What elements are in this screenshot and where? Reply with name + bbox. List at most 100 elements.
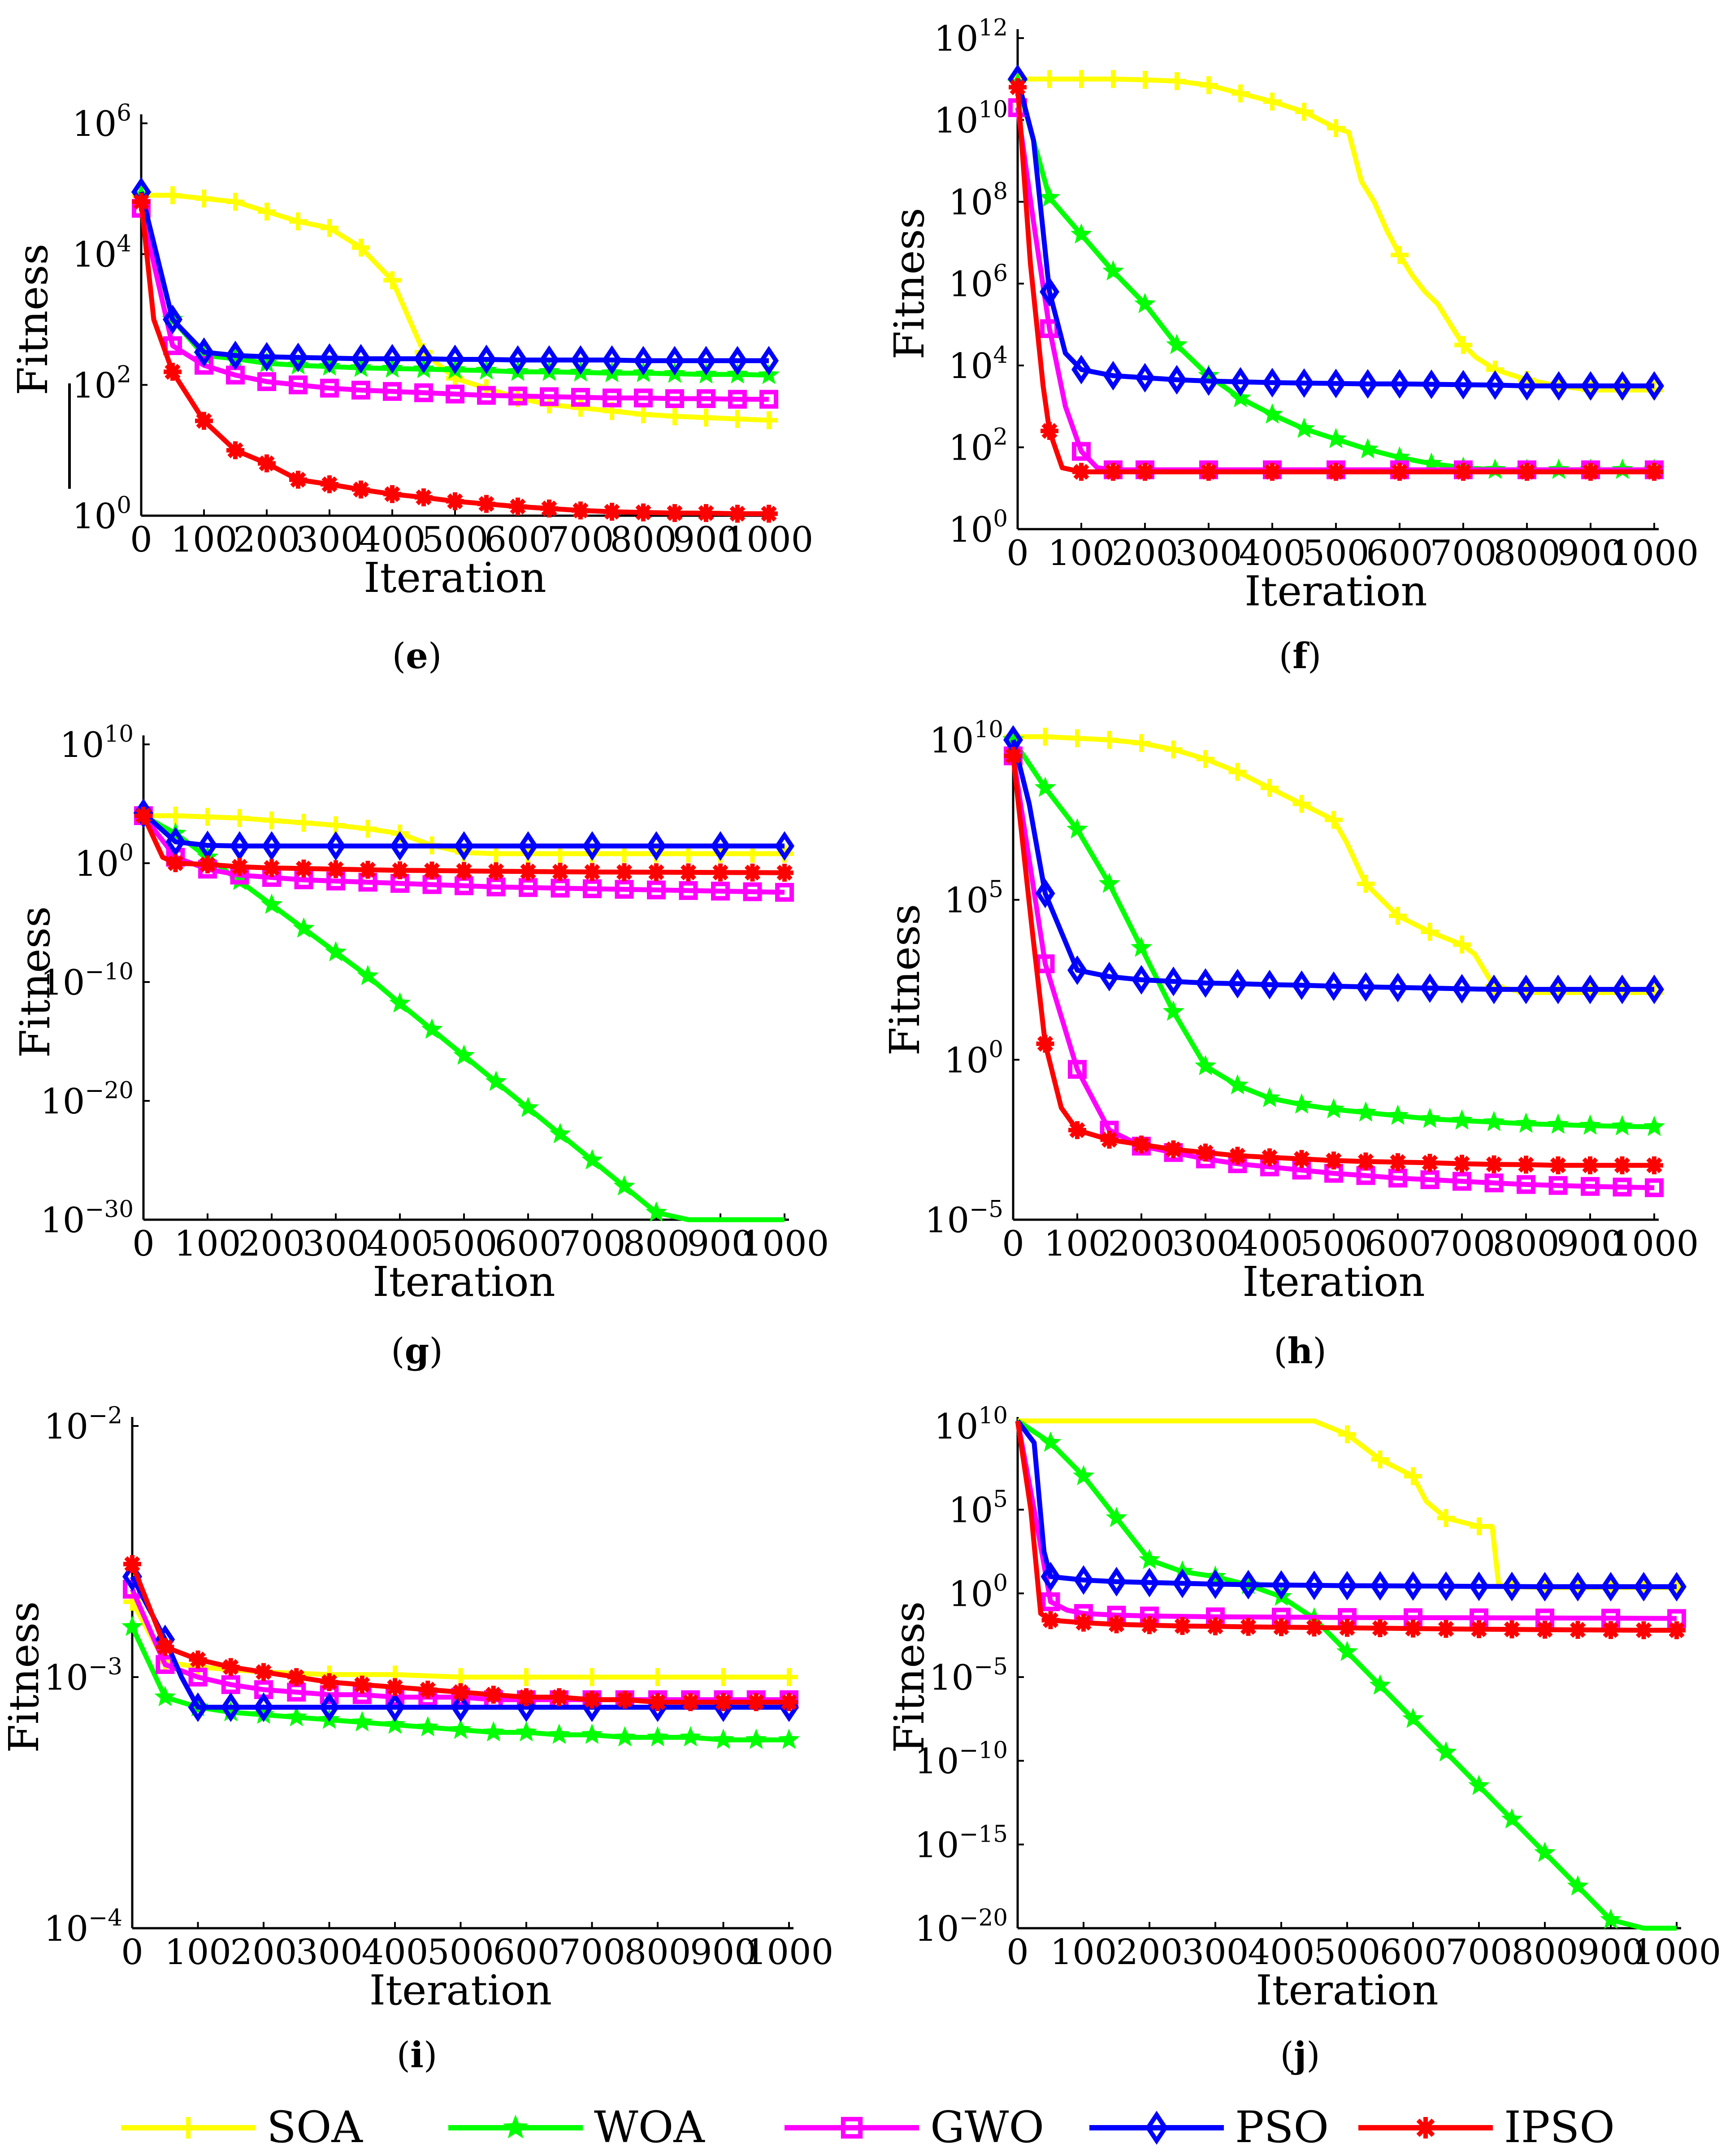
legend-item-pso: PSO: [1089, 2102, 1329, 2152]
data-point: [1420, 973, 1440, 1003]
data-point: [1073, 1565, 1094, 1595]
x-tick-label: 600: [485, 520, 551, 560]
data-point: [1068, 1060, 1087, 1079]
data-point: [1166, 365, 1187, 395]
x-tick-label: 400: [362, 1932, 429, 1973]
data-point: [385, 1692, 405, 1722]
data-point: [774, 831, 795, 861]
data-point: [646, 831, 667, 861]
data-point: [1600, 1908, 1622, 1929]
data-point: [634, 405, 652, 423]
data-point: [1197, 750, 1214, 768]
data-point: [485, 1070, 507, 1091]
data-point: [383, 271, 401, 289]
data-point: [697, 504, 715, 522]
data-point: [1198, 366, 1219, 396]
data-point: [516, 1721, 537, 1742]
data-point: [1436, 1571, 1456, 1601]
data-point: [1238, 1569, 1258, 1600]
y-tick-label: 10−5: [929, 1653, 1008, 1698]
data-point: [780, 1668, 798, 1686]
data-point: [1453, 1155, 1471, 1173]
data-point: [745, 1728, 767, 1749]
data-point: [517, 1668, 535, 1686]
data-point: [199, 808, 217, 826]
data-point: [728, 410, 746, 428]
data-point: [1548, 974, 1568, 1004]
x-tick-label: 500: [1301, 1224, 1367, 1264]
data-point: [1104, 70, 1122, 88]
chart-panel-e: 0 100200300400500600700800900100010010210…: [9, 100, 813, 677]
y-axis-label: Fitness: [885, 208, 933, 359]
data-point: [384, 1713, 406, 1734]
x-tick-label: 400: [1248, 1932, 1315, 1973]
series-woa: [1016, 1419, 1677, 1931]
data-point: [647, 880, 666, 900]
data-point: [666, 504, 684, 522]
y-tick-label: 104: [72, 230, 131, 275]
data-point: [446, 492, 464, 510]
data-point: [1403, 1571, 1423, 1601]
data-point: [351, 343, 371, 374]
data-point: [549, 1123, 571, 1143]
data-point: [1611, 1115, 1633, 1136]
y-tick-label: 106: [949, 260, 1008, 305]
data-point: [583, 863, 601, 881]
data-point: [453, 1044, 475, 1065]
x-tick-label: 700: [559, 1932, 625, 1973]
data-point: [1391, 463, 1409, 481]
chart-panel-f: 0 100200300400500600700800900100010010210…: [885, 14, 1699, 677]
series-line: [1016, 1419, 1677, 1931]
data-point: [1099, 961, 1119, 991]
data-point: [1035, 878, 1055, 908]
data-point: [1421, 369, 1442, 399]
data-point: [550, 1688, 568, 1706]
x-axis-label: Iteration: [1242, 1258, 1425, 1306]
data-point: [1262, 403, 1283, 424]
x-tick-label: 1000: [1610, 1224, 1699, 1264]
x-tick-label: 100: [174, 1224, 241, 1264]
data-point: [134, 807, 152, 825]
y-tick-label: 10−2: [44, 1402, 122, 1447]
y-tick-label: 100: [72, 492, 131, 537]
data-point: [1259, 1087, 1280, 1108]
data-point: [1602, 1621, 1620, 1639]
legend-item-ipso: IPSO: [1358, 2102, 1615, 2152]
data-point: [230, 831, 250, 861]
data-point: [477, 495, 495, 513]
y-tick-label: 10−20: [40, 1077, 134, 1122]
data-point: [1292, 970, 1312, 1000]
data-point: [1230, 367, 1251, 397]
series-line: [1015, 82, 1654, 473]
data-point: [1227, 1074, 1249, 1095]
data-point: [540, 499, 558, 517]
data-point: [446, 384, 464, 404]
data-point: [327, 860, 345, 878]
chart-panel-g: 0 100200300400500600700800900100010−3010−…: [11, 721, 829, 1372]
data-point: [1535, 1572, 1555, 1602]
data-point: [1292, 795, 1311, 813]
y-tick-label: 1010: [60, 721, 134, 765]
data-point: [1452, 974, 1472, 1004]
y-tick-label: 1012: [934, 14, 1008, 59]
x-tick-label: 700: [1446, 1932, 1513, 1973]
data-point: [1305, 1618, 1323, 1637]
chart-panel-j: 0 100200300400500600700800900100010−2010−…: [885, 1402, 1721, 2076]
data-point: [1389, 907, 1407, 925]
data-point: [1009, 78, 1027, 96]
data-point: [603, 388, 621, 408]
data-point: [1580, 974, 1600, 1004]
series-woa: [1002, 728, 1665, 1136]
data-point: [1166, 334, 1188, 354]
data-point: [539, 345, 559, 375]
panel-caption: (h): [1274, 1331, 1327, 1372]
x-tick-label: 500: [1303, 533, 1370, 574]
data-point: [665, 389, 684, 408]
legend-item-soa: SOA: [121, 2102, 363, 2152]
x-tick-label: 300: [1172, 1224, 1239, 1264]
legend-item-gwo: GWO: [785, 2102, 1044, 2152]
legend-label: GWO: [930, 2102, 1044, 2152]
series-line: [1015, 107, 1654, 473]
data-point: [383, 485, 401, 503]
x-tick-label: 100: [1048, 533, 1115, 574]
